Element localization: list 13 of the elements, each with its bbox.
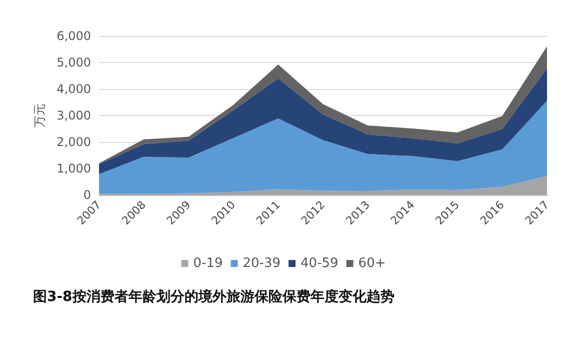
- y-tick-label: 2,000: [56, 135, 91, 149]
- legend-label: 60+: [358, 256, 386, 271]
- legend-label: 40-59: [300, 256, 338, 271]
- y-axis-title: 万元: [32, 104, 47, 128]
- y-tick-label: 1,000: [56, 162, 91, 176]
- y-tick-label: 0: [83, 188, 91, 202]
- legend-label: 0-19: [193, 256, 223, 271]
- text: 图3-8按消费者年龄划分的境外旅游保险保费年度变化趋势: [33, 288, 394, 305]
- y-tick-label: 6,000: [56, 29, 91, 43]
- legend-label: 20-39: [242, 256, 281, 271]
- y-tick-label: 4,000: [56, 82, 91, 96]
- y-tick-label: 3,000: [56, 108, 91, 122]
- y-tick-label: 5,000: [56, 56, 91, 70]
